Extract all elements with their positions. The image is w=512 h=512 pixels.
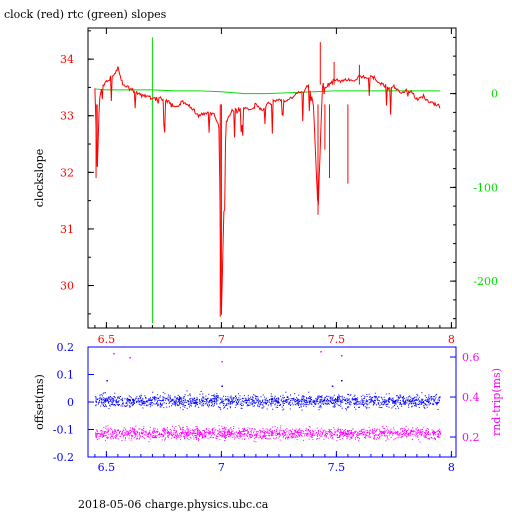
top-y-tick-label: 31 xyxy=(60,223,74,236)
top-x-tick-label: 7.5 xyxy=(328,333,346,346)
bottom-y-axis-label: offset(ms) xyxy=(33,374,46,430)
offset-points xyxy=(94,390,441,411)
clock-slope-line xyxy=(94,66,441,315)
rndtrip-outlier xyxy=(129,357,131,359)
chart-title: clock (red) rtc (green) slopes xyxy=(4,8,167,21)
top-plot-ticks: 6.5 7 7.5 8 30 31 32 33 34 -200 -100 0 xyxy=(60,28,498,346)
top-y2-tick-label: -100 xyxy=(473,181,498,194)
top-plot-series xyxy=(94,37,441,324)
bottom-y-tick-label: -0.2 xyxy=(53,451,74,464)
bottom-y2-tick-label: 0.6 xyxy=(462,351,480,364)
rndtrip-outlier xyxy=(113,353,115,355)
top-x-tick-label: 7 xyxy=(218,333,225,346)
bottom-y-tick-label: -0.1 xyxy=(53,424,74,437)
top-y2-tick-label: -200 xyxy=(473,275,498,288)
top-y-tick-label: 32 xyxy=(60,166,74,179)
bottom-plot-series xyxy=(94,351,441,443)
top-y-tick-label: 30 xyxy=(60,280,74,293)
bottom-x-tick-label: 6.5 xyxy=(98,461,116,474)
offset-outlier xyxy=(341,380,343,382)
offset-outlier xyxy=(331,385,334,387)
top-y2-tick-label: 0 xyxy=(491,88,498,101)
bottom-y2-tick-label: 0.4 xyxy=(462,391,480,404)
rndtrip-points xyxy=(95,425,441,443)
offset-outlier xyxy=(221,385,223,387)
top-y-tick-label: 33 xyxy=(60,110,74,123)
rndtrip-outlier xyxy=(341,355,343,357)
bottom-y2-tick-label: 0.2 xyxy=(462,431,480,444)
top-x-tick-label: 8 xyxy=(448,333,455,346)
top-y-tick-label: 34 xyxy=(60,53,74,66)
top-plot-frame xyxy=(87,27,457,329)
bottom-plot-ticks: 6.5 7 7.5 8 -0.2 -0.1 0 0.1 0.2 0.2 0.4 0.6 xyxy=(53,341,480,474)
footer-caption: 2018-05-06 charge.physics.ubc.ca xyxy=(78,498,269,511)
bottom-y-tick-label: 0 xyxy=(67,396,74,409)
bottom-y2-axis-label: rnd-trip(ms) xyxy=(490,368,503,436)
top-x-tick-label: 6.5 xyxy=(98,333,116,346)
rndtrip-outlier xyxy=(320,351,322,353)
bottom-x-tick-label: 8 xyxy=(448,461,455,474)
bottom-y-tick-label: 0.2 xyxy=(57,341,75,354)
offset-outlier xyxy=(106,380,108,382)
bottom-y-tick-label: 0.1 xyxy=(57,369,75,382)
bottom-x-tick-label: 7 xyxy=(218,461,225,474)
bottom-x-tick-label: 7.5 xyxy=(328,461,346,474)
rndtrip-outlier xyxy=(221,361,223,363)
top-y-axis-label: clockslope xyxy=(33,149,46,207)
